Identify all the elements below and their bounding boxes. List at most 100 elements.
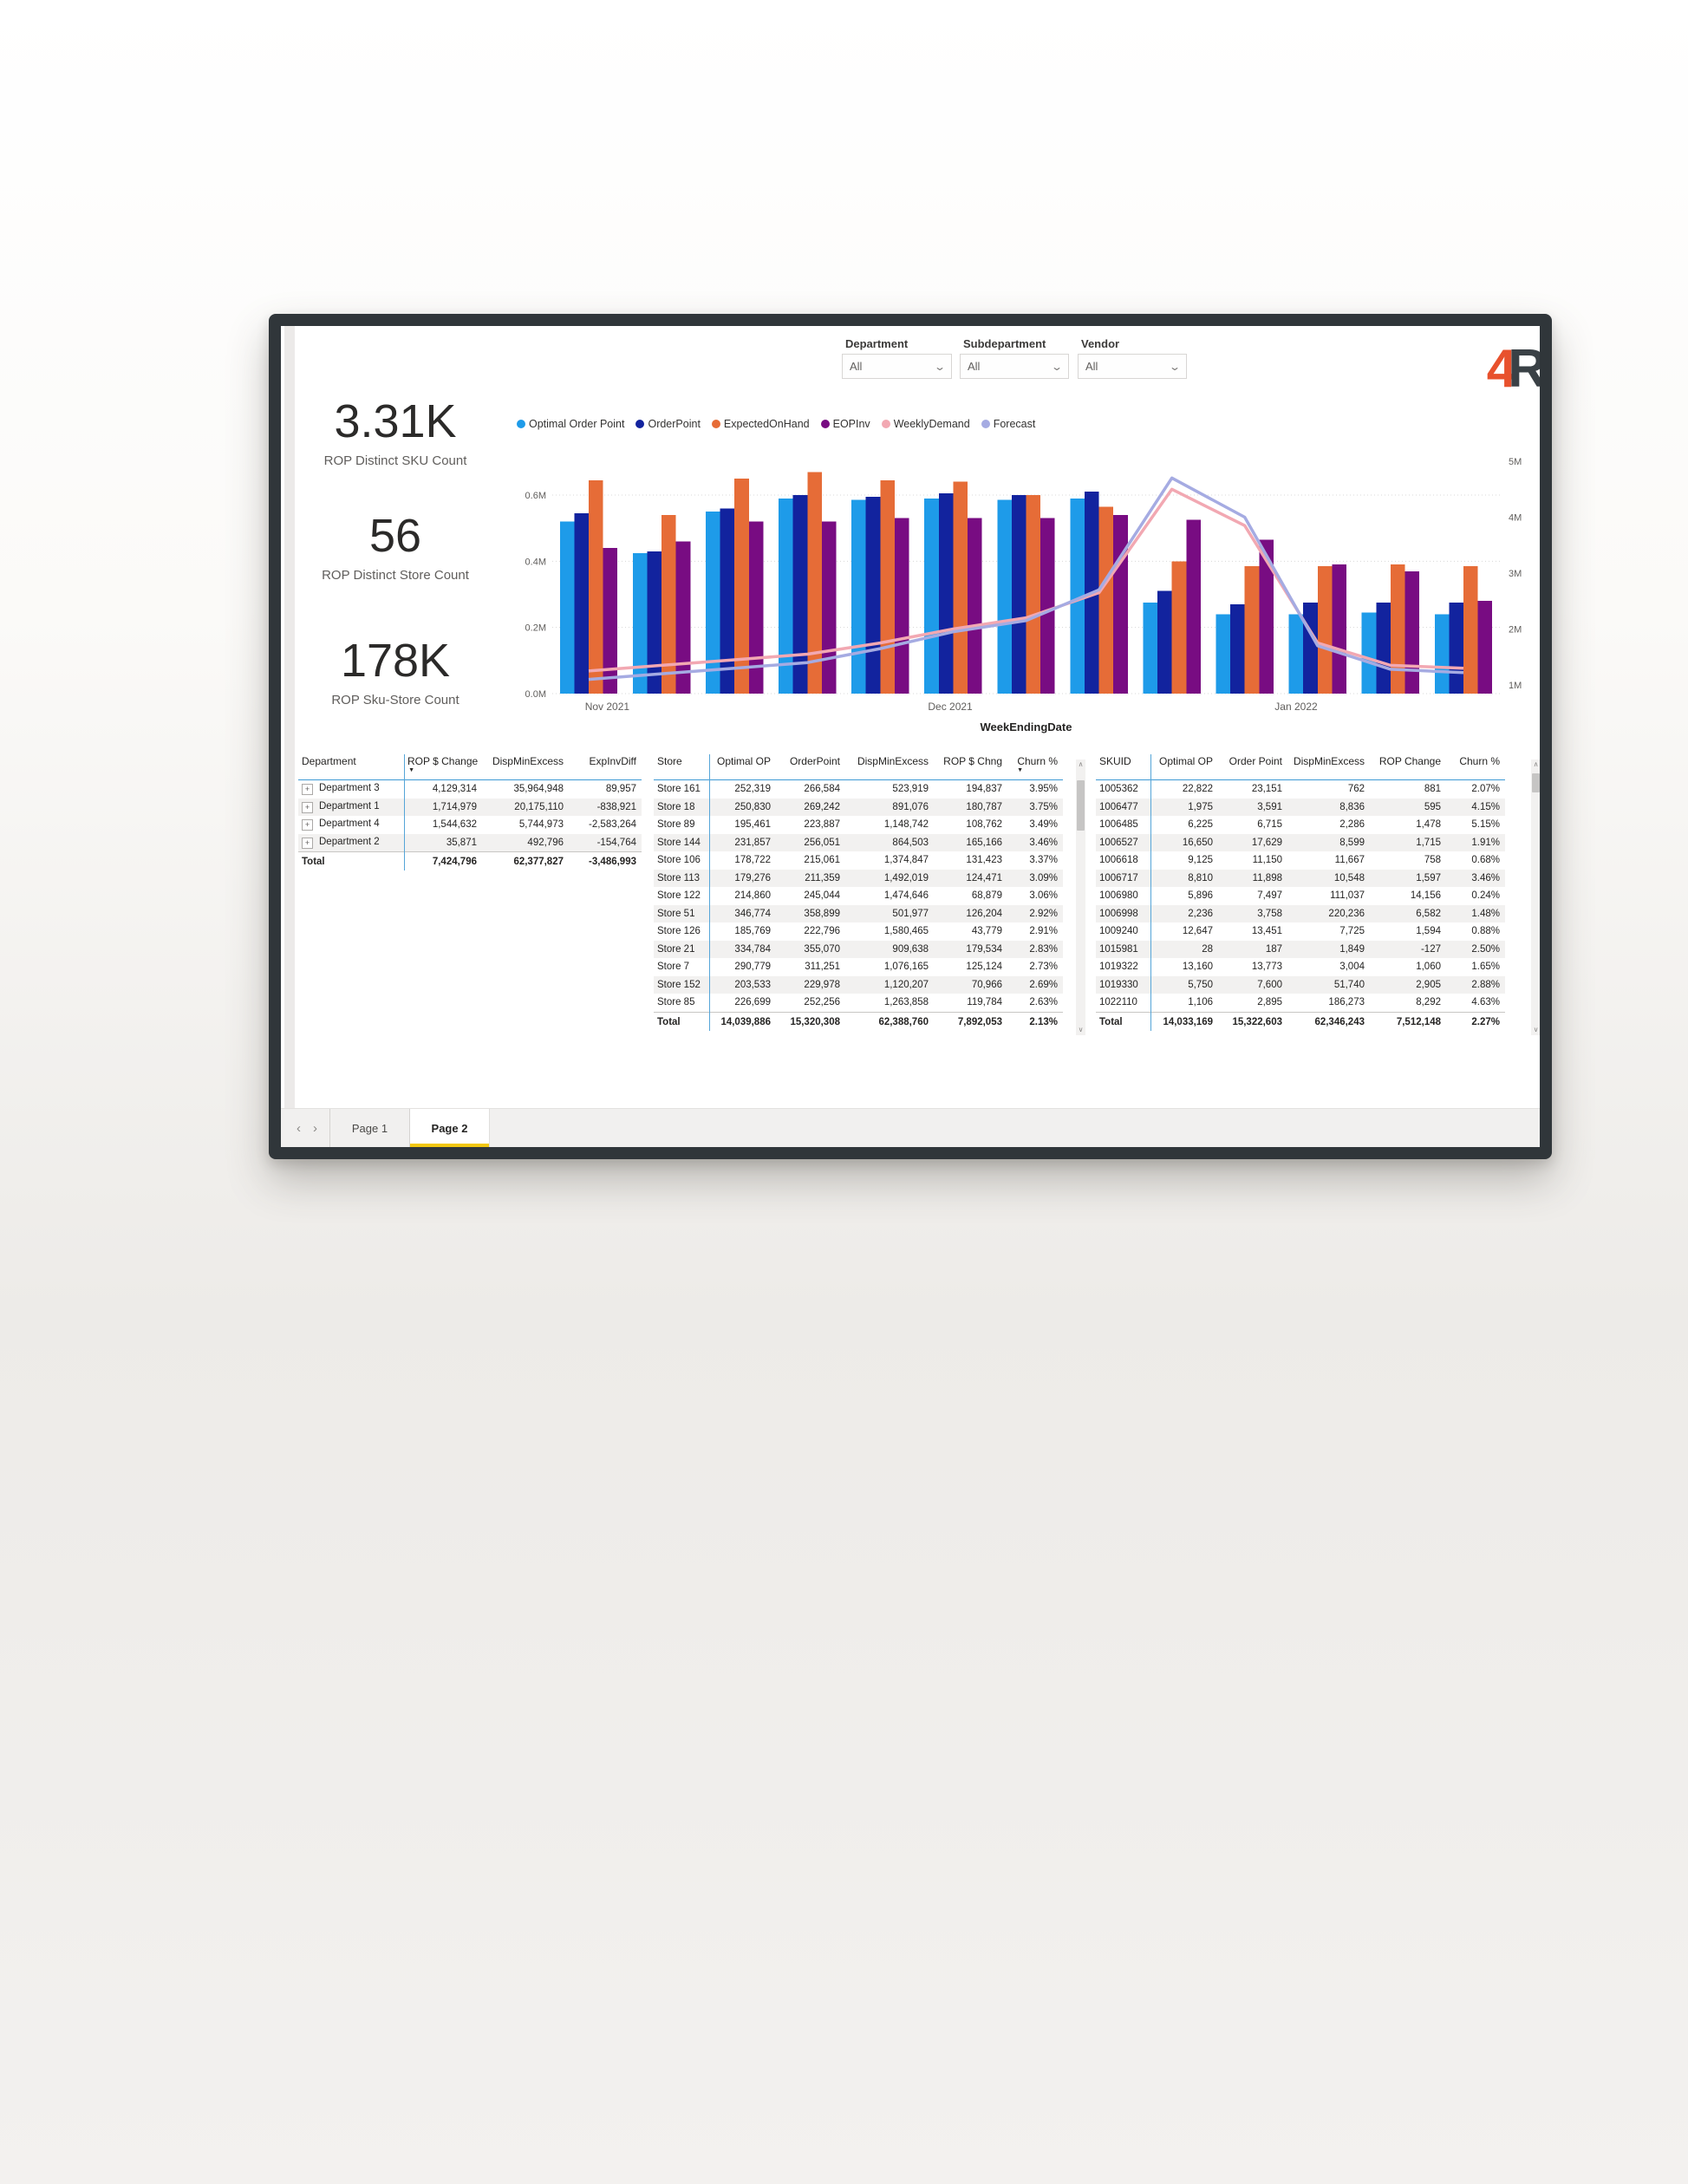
column-header[interactable]: Order Point bbox=[1218, 754, 1287, 779]
legend-item[interactable]: Optimal Order Point bbox=[517, 418, 624, 430]
legend-item[interactable]: EOPInv bbox=[820, 418, 870, 430]
column-header[interactable]: Store bbox=[654, 754, 709, 779]
table-row[interactable]: Store 18 250,830 269,242 891,076 180,787 3.75… bbox=[654, 798, 1063, 816]
slicer-dropdown-subdepartment[interactable]: All ⌄ bbox=[960, 354, 1069, 379]
table-row[interactable]: 1015981 28 187 1,849 -127 2.50% bbox=[1096, 940, 1505, 958]
table-row[interactable]: Store 7 290,779 311,251 1,076,165 125,124 2.7… bbox=[654, 958, 1063, 976]
column-header[interactable]: ExpInvDiff bbox=[569, 754, 642, 779]
cell-value: 187 bbox=[1265, 943, 1282, 955]
table-row[interactable]: Store 21 334,784 355,070 909,638 179,534 2.83… bbox=[654, 940, 1063, 958]
column-header[interactable]: ROP $ Chng bbox=[934, 754, 1007, 779]
table-row[interactable]: Store 152 203,533 229,978 1,120,207 70,966 2.… bbox=[654, 975, 1063, 994]
table-row[interactable]: 1009240 12,647 13,451 7,725 1,594 0.88% bbox=[1096, 922, 1505, 941]
scroll-down-icon[interactable]: ∨ bbox=[1533, 1026, 1539, 1033]
table-row[interactable]: Store 144 231,857 256,051 864,503 165,166 3.4… bbox=[654, 833, 1063, 851]
table-row[interactable]: Store 161 252,319 266,584 523,919 194,837 3.9… bbox=[654, 780, 1063, 799]
expand-plus-icon[interactable]: + bbox=[302, 801, 313, 813]
cell-value: 229,978 bbox=[804, 979, 840, 990]
table-row[interactable]: 1005362 22,822 23,151 762 881 2.07% bbox=[1096, 780, 1505, 799]
chart-svg[interactable]: 0.0M 0.2M 0.4M 0.6M 1M 2M 3M 4M 5M Nov 2021 Dec 20… bbox=[512, 447, 1539, 738]
sort-indicator bbox=[937, 767, 1002, 775]
table-row[interactable]: Store 126 185,769 222,796 1,580,465 43,779 2.… bbox=[654, 922, 1063, 941]
table-row[interactable]: Store 106 178,722 215,061 1,374,847 131,423 3… bbox=[654, 851, 1063, 870]
table-row[interactable]: 1006477 1,975 3,591 8,836 595 4.15% bbox=[1096, 798, 1505, 816]
slicer-label-department: Department bbox=[845, 337, 909, 350]
sort-indicator bbox=[713, 767, 771, 775]
slicer-dropdown-department[interactable]: All ⌄ bbox=[842, 354, 952, 379]
expand-plus-icon[interactable]: + bbox=[302, 837, 313, 849]
table-row[interactable]: 1006618 9,125 11,150 11,667 758 0.68% bbox=[1096, 851, 1505, 870]
cell-value: 211,359 bbox=[805, 872, 840, 883]
prev-page-icon[interactable]: ‹ bbox=[297, 1121, 301, 1136]
column-header-label: ROP $ Change bbox=[407, 755, 479, 767]
table-row[interactable]: Store 89 195,461 223,887 1,148,742 108,762 3.… bbox=[654, 816, 1063, 834]
cell-label: 1006618 bbox=[1099, 855, 1138, 866]
table-row[interactable]: 1006980 5,896 7,497 111,037 14,156 0.24% bbox=[1096, 887, 1505, 905]
scroll-up-icon[interactable]: ∧ bbox=[1533, 760, 1539, 768]
column-header-label: Churn % bbox=[1017, 755, 1058, 767]
column-header[interactable]: Optimal OP bbox=[1150, 754, 1218, 779]
cell-value: 13,773 bbox=[1251, 962, 1282, 973]
table-row[interactable]: 1006998 2,236 3,758 220,236 6,582 1.48% bbox=[1096, 904, 1505, 922]
table-row[interactable]: + Department 2 35,871 492,796 -154,764 bbox=[298, 833, 642, 851]
next-page-icon[interactable]: › bbox=[313, 1121, 317, 1136]
table-row[interactable]: 1006717 8,810 11,898 10,548 1,597 3.46% bbox=[1096, 869, 1505, 887]
cell-label: Store 21 bbox=[657, 943, 695, 955]
cell-label: Store 113 bbox=[657, 872, 701, 883]
table-row[interactable]: 1019330 5,750 7,600 51,740 2,905 2.88% bbox=[1096, 975, 1505, 994]
table-row[interactable]: 1006485 6,225 6,715 2,286 1,478 5.15% bbox=[1096, 816, 1505, 834]
cell-value: -838,921 bbox=[596, 801, 636, 812]
table-row[interactable]: 1022110 1,106 2,895 186,273 8,292 4.63% bbox=[1096, 994, 1505, 1012]
table-row[interactable]: + Department 3 4,129,314 35,964,948 89,957 bbox=[298, 780, 642, 799]
page-tab-page-1[interactable]: Page 1 bbox=[330, 1109, 410, 1147]
scroll-up-icon[interactable]: ∧ bbox=[1078, 760, 1084, 768]
cell-value: 5,750 bbox=[1188, 979, 1213, 990]
scroll-down-icon[interactable]: ∨ bbox=[1078, 1026, 1084, 1033]
scrollbar-store-table[interactable]: ∧ ∨ bbox=[1076, 760, 1085, 1035]
expand-plus-icon[interactable]: + bbox=[302, 784, 313, 796]
column-header[interactable]: Churn % bbox=[1446, 754, 1505, 779]
table-row[interactable]: Store 85 226,699 252,256 1,263,858 119,784 2.… bbox=[654, 994, 1063, 1012]
slicer-label-vendor: Vendor bbox=[1081, 337, 1120, 350]
cell-value: 124,471 bbox=[966, 872, 1002, 883]
legend-item[interactable]: WeeklyDemand bbox=[881, 418, 970, 430]
scrollbar-thumb[interactable] bbox=[1532, 773, 1540, 792]
scrollbar-sku-table[interactable]: ∧ ∨ bbox=[1531, 760, 1540, 1035]
table-row[interactable]: Store 122 214,860 245,044 1,474,646 68,879 3.… bbox=[654, 887, 1063, 905]
cell-value: 6,582 bbox=[1416, 908, 1441, 919]
column-header[interactable]: Optimal OP bbox=[709, 754, 776, 779]
total-cell: 14,039,886 bbox=[720, 1016, 771, 1027]
column-header[interactable]: Churn % ▼ bbox=[1007, 754, 1063, 779]
page-tab-page-2[interactable]: Page 2 bbox=[410, 1109, 490, 1147]
table-store: Store Optimal OP OrderPoint DispMinExcess RO… bbox=[654, 754, 1063, 1032]
column-header[interactable]: DispMinExcess bbox=[845, 754, 934, 779]
svg-text:0.0M: 0.0M bbox=[525, 689, 546, 700]
cell-value: 2,236 bbox=[1188, 908, 1213, 919]
column-header[interactable]: ROP $ Change ▼ bbox=[404, 754, 482, 779]
table-row[interactable]: Store 113 179,276 211,359 1,492,019 124,471 3… bbox=[654, 869, 1063, 887]
cell-label: Store 122 bbox=[657, 890, 701, 902]
column-header[interactable]: DispMinExcess bbox=[482, 754, 569, 779]
column-header[interactable]: ROP Change bbox=[1370, 754, 1446, 779]
legend-item[interactable]: Forecast bbox=[981, 418, 1035, 430]
combo-chart[interactable]: 0.0M 0.2M 0.4M 0.6M 1M 2M 3M 4M 5M Nov 2021 Dec 20… bbox=[512, 447, 1539, 738]
expand-plus-icon[interactable]: + bbox=[302, 819, 313, 831]
column-header[interactable]: OrderPoint bbox=[776, 754, 845, 779]
cell-value: 185,769 bbox=[734, 926, 771, 937]
table-row[interactable]: Store 51 346,774 358,899 501,977 126,204 2.92… bbox=[654, 904, 1063, 922]
legend-item[interactable]: ExpectedOnHand bbox=[711, 418, 810, 430]
column-header[interactable]: Department bbox=[298, 754, 404, 779]
column-header[interactable]: SKUID bbox=[1096, 754, 1150, 779]
table-row[interactable]: + Department 4 1,544,632 5,744,973 -2,583,26… bbox=[298, 816, 642, 834]
scrollbar-thumb[interactable] bbox=[1077, 780, 1085, 831]
slicer-dropdown-vendor[interactable]: All ⌄ bbox=[1078, 354, 1187, 379]
4r-logo: 4R bbox=[1487, 342, 1540, 396]
column-header[interactable]: DispMinExcess bbox=[1287, 754, 1370, 779]
legend-dot-icon bbox=[881, 420, 890, 428]
page-nav: ‹ › bbox=[281, 1109, 330, 1147]
legend-item[interactable]: OrderPoint bbox=[635, 418, 701, 430]
cell-value: 1,474,646 bbox=[883, 890, 929, 902]
table-row[interactable]: + Department 1 1,714,979 20,175,110 -838,921 bbox=[298, 798, 642, 816]
table-row[interactable]: 1006527 16,650 17,629 8,599 1,715 1.91% bbox=[1096, 833, 1505, 851]
table-row[interactable]: 1019322 13,160 13,773 3,004 1,060 1.65% bbox=[1096, 958, 1505, 976]
